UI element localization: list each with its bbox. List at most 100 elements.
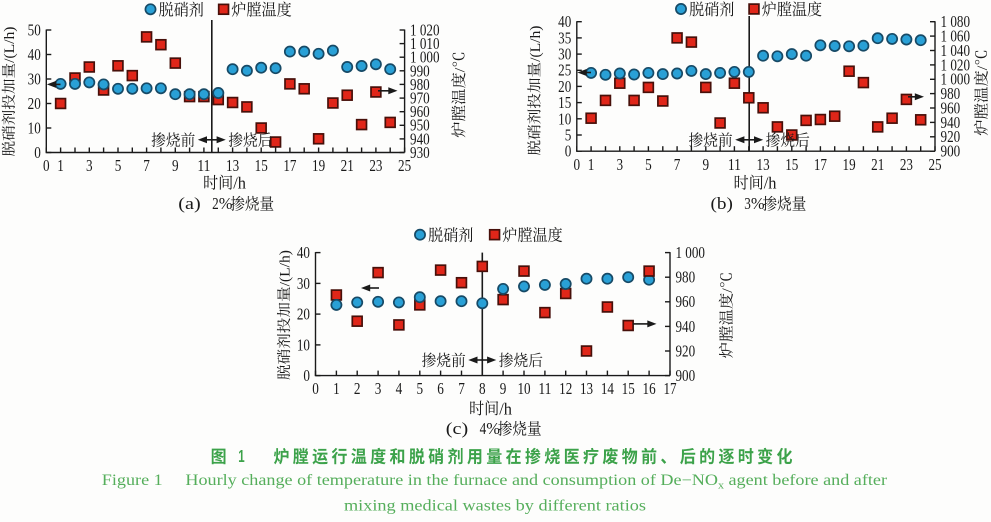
svg-text:15: 15 xyxy=(622,379,635,398)
svg-text:mixing medical wastes by diffe: mixing medical wastes by different ratio… xyxy=(344,498,646,515)
svg-text:%: % xyxy=(219,194,233,213)
svg-text:/(L/h): /(L/h) xyxy=(528,26,543,62)
svg-text:21: 21 xyxy=(341,156,354,175)
svg-text:25: 25 xyxy=(558,61,571,80)
svg-text:10: 10 xyxy=(297,335,310,354)
svg-text:0: 0 xyxy=(34,143,41,162)
svg-text:960: 960 xyxy=(941,99,961,118)
svg-text:30: 30 xyxy=(297,274,310,293)
svg-text:%: % xyxy=(751,194,765,213)
svg-text:23: 23 xyxy=(369,156,382,175)
svg-text:900: 900 xyxy=(675,366,695,385)
svg-text:1 020: 1 020 xyxy=(410,20,440,39)
svg-text:10: 10 xyxy=(517,379,530,398)
svg-text:3: 3 xyxy=(86,156,93,175)
svg-text:19: 19 xyxy=(843,155,856,174)
svg-text:1 040: 1 040 xyxy=(941,41,971,60)
svg-text:9: 9 xyxy=(500,379,507,398)
svg-text:3: 3 xyxy=(617,155,624,174)
svg-text:50: 50 xyxy=(28,20,41,39)
svg-text:30: 30 xyxy=(28,69,41,88)
svg-text:21: 21 xyxy=(871,155,884,174)
svg-text:1: 1 xyxy=(588,155,595,174)
svg-text:Figure 1 Hourly change of tem: Figure 1 Hourly change of temperature in… xyxy=(102,472,887,491)
svg-text:/(L/h): /(L/h) xyxy=(3,27,18,63)
svg-text:1 000: 1 000 xyxy=(941,70,971,89)
svg-text:1: 1 xyxy=(238,446,245,466)
svg-text:/: / xyxy=(452,67,468,72)
svg-text:5: 5 xyxy=(645,155,652,174)
svg-text:980: 980 xyxy=(941,84,961,103)
svg-text:2: 2 xyxy=(354,379,361,398)
svg-text:970: 970 xyxy=(410,89,430,108)
svg-text:2: 2 xyxy=(212,194,219,213)
svg-text:40: 40 xyxy=(558,12,571,31)
svg-text:4: 4 xyxy=(396,379,403,398)
svg-text:980: 980 xyxy=(410,75,430,94)
svg-text:920: 920 xyxy=(941,127,961,146)
svg-text:9: 9 xyxy=(703,155,710,174)
svg-text:1: 1 xyxy=(333,379,340,398)
svg-text:990: 990 xyxy=(410,61,430,80)
svg-text:/: / xyxy=(974,65,990,70)
svg-text:950: 950 xyxy=(410,116,430,135)
svg-text:17: 17 xyxy=(663,379,676,398)
svg-text:12: 12 xyxy=(559,379,572,398)
svg-text:0: 0 xyxy=(565,142,572,161)
svg-text:1: 1 xyxy=(57,156,64,175)
svg-text:3: 3 xyxy=(744,194,751,213)
svg-text:5: 5 xyxy=(417,379,424,398)
svg-text:960: 960 xyxy=(675,292,695,311)
svg-text:(b): (b) xyxy=(711,194,733,213)
svg-text:/h: /h xyxy=(233,174,246,193)
svg-text:19: 19 xyxy=(312,156,325,175)
svg-text:11: 11 xyxy=(538,379,551,398)
svg-text:1 060: 1 060 xyxy=(941,27,971,46)
svg-text:7: 7 xyxy=(143,156,150,175)
svg-text:/: / xyxy=(719,288,735,293)
svg-text:0: 0 xyxy=(303,366,310,385)
svg-text:15: 15 xyxy=(255,156,268,175)
svg-text:960: 960 xyxy=(410,102,430,121)
svg-text:17: 17 xyxy=(283,156,296,175)
svg-text:7: 7 xyxy=(458,379,465,398)
svg-text:0: 0 xyxy=(43,156,50,175)
svg-text:14: 14 xyxy=(601,379,614,398)
svg-text:15: 15 xyxy=(558,93,571,112)
svg-text:20: 20 xyxy=(28,94,41,113)
svg-text:5: 5 xyxy=(115,156,122,175)
svg-text:20: 20 xyxy=(558,77,571,96)
svg-text:/h: /h xyxy=(499,399,512,418)
svg-text:40: 40 xyxy=(297,243,310,262)
svg-text:11: 11 xyxy=(728,155,741,174)
svg-text:40: 40 xyxy=(28,45,41,64)
svg-text:13: 13 xyxy=(226,156,239,175)
svg-text:4: 4 xyxy=(480,419,487,438)
svg-text:0: 0 xyxy=(574,155,581,174)
svg-text:/(L/h): /(L/h) xyxy=(278,250,293,286)
svg-text:35: 35 xyxy=(558,28,571,47)
svg-text:1 000: 1 000 xyxy=(410,48,440,67)
svg-text:940: 940 xyxy=(410,129,430,148)
svg-text:8: 8 xyxy=(479,379,486,398)
svg-text:1 020: 1 020 xyxy=(941,55,971,74)
svg-text:930: 930 xyxy=(410,143,430,162)
svg-text:25: 25 xyxy=(928,155,941,174)
svg-text:/h: /h xyxy=(764,174,777,193)
svg-text:9: 9 xyxy=(172,156,179,175)
svg-text:13: 13 xyxy=(580,379,593,398)
svg-text:20: 20 xyxy=(297,305,310,324)
svg-text:980: 980 xyxy=(675,268,695,287)
svg-text:%: % xyxy=(486,419,500,438)
svg-text:3: 3 xyxy=(375,379,382,398)
svg-text:13: 13 xyxy=(757,155,770,174)
svg-text:10: 10 xyxy=(558,109,571,128)
svg-text:1 010: 1 010 xyxy=(410,34,440,53)
svg-text:11: 11 xyxy=(197,156,210,175)
svg-text:(a): (a) xyxy=(178,194,200,213)
svg-text:900: 900 xyxy=(941,142,961,161)
svg-text:940: 940 xyxy=(941,113,961,132)
svg-text:15: 15 xyxy=(785,155,798,174)
svg-text:920: 920 xyxy=(675,341,695,360)
svg-text:0: 0 xyxy=(312,379,319,398)
